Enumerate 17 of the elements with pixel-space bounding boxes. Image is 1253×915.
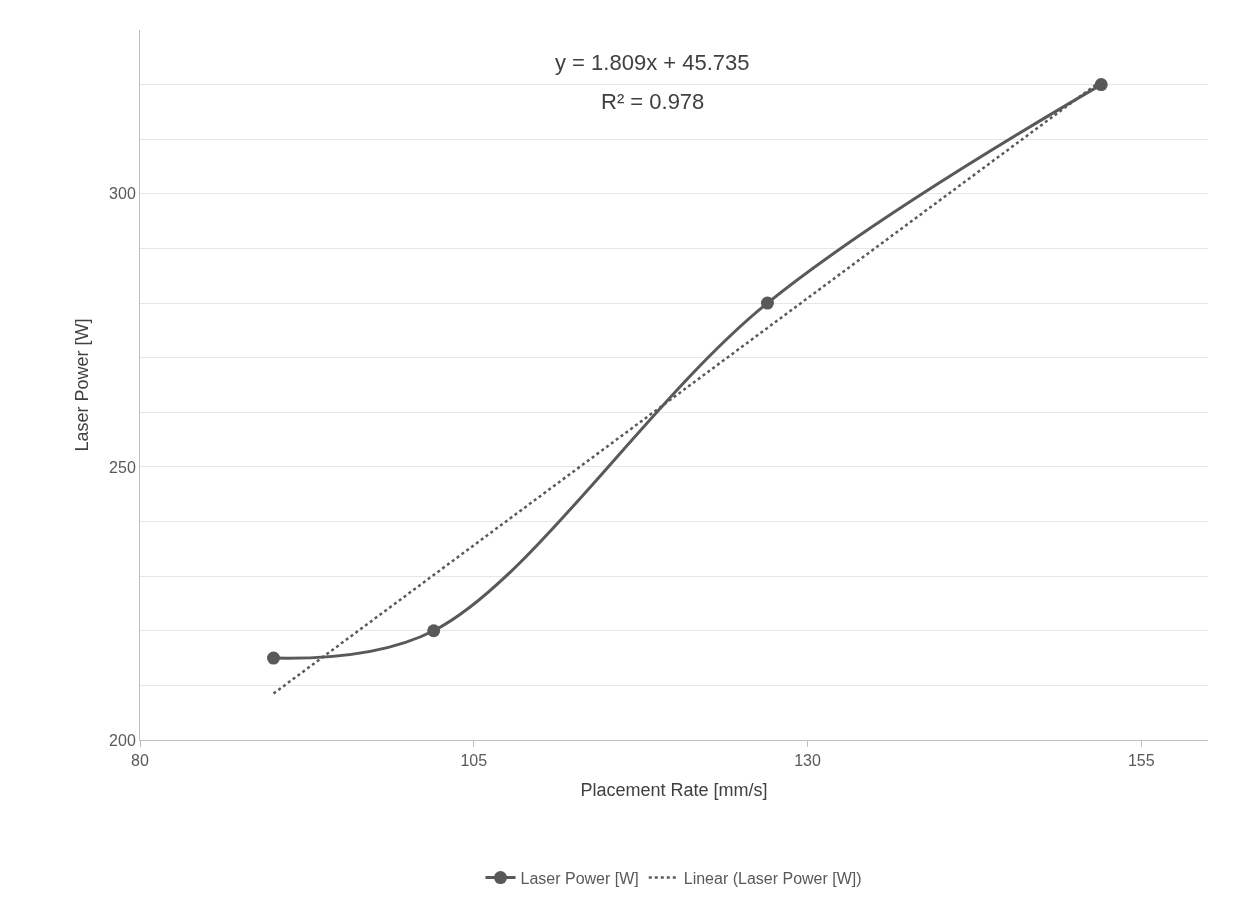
annotation: y = 1.809x + 45.735 bbox=[555, 50, 750, 75]
y-axis-title: Laser Power [W] bbox=[72, 318, 93, 452]
point bbox=[427, 624, 441, 638]
annotation: R² = 0.978 bbox=[601, 89, 705, 114]
y-tick-label: 300 bbox=[109, 185, 136, 203]
point bbox=[760, 296, 774, 310]
x-axis-title: Placement Rate [mm/s] bbox=[580, 780, 768, 801]
legend-label: Linear (Laser Power [W]) bbox=[683, 869, 862, 887]
x-tick-label: 105 bbox=[460, 752, 488, 770]
y-tick-label: 200 bbox=[109, 731, 136, 749]
x-tick-label: 130 bbox=[794, 752, 821, 770]
x-tick-label: 155 bbox=[1127, 752, 1155, 770]
point bbox=[267, 651, 280, 665]
point bbox=[1094, 78, 1108, 92]
y-tick-label: 250 bbox=[109, 458, 136, 476]
legend-label: Laser Power [W] bbox=[520, 869, 639, 887]
x-tick-label: 80 bbox=[131, 752, 149, 770]
